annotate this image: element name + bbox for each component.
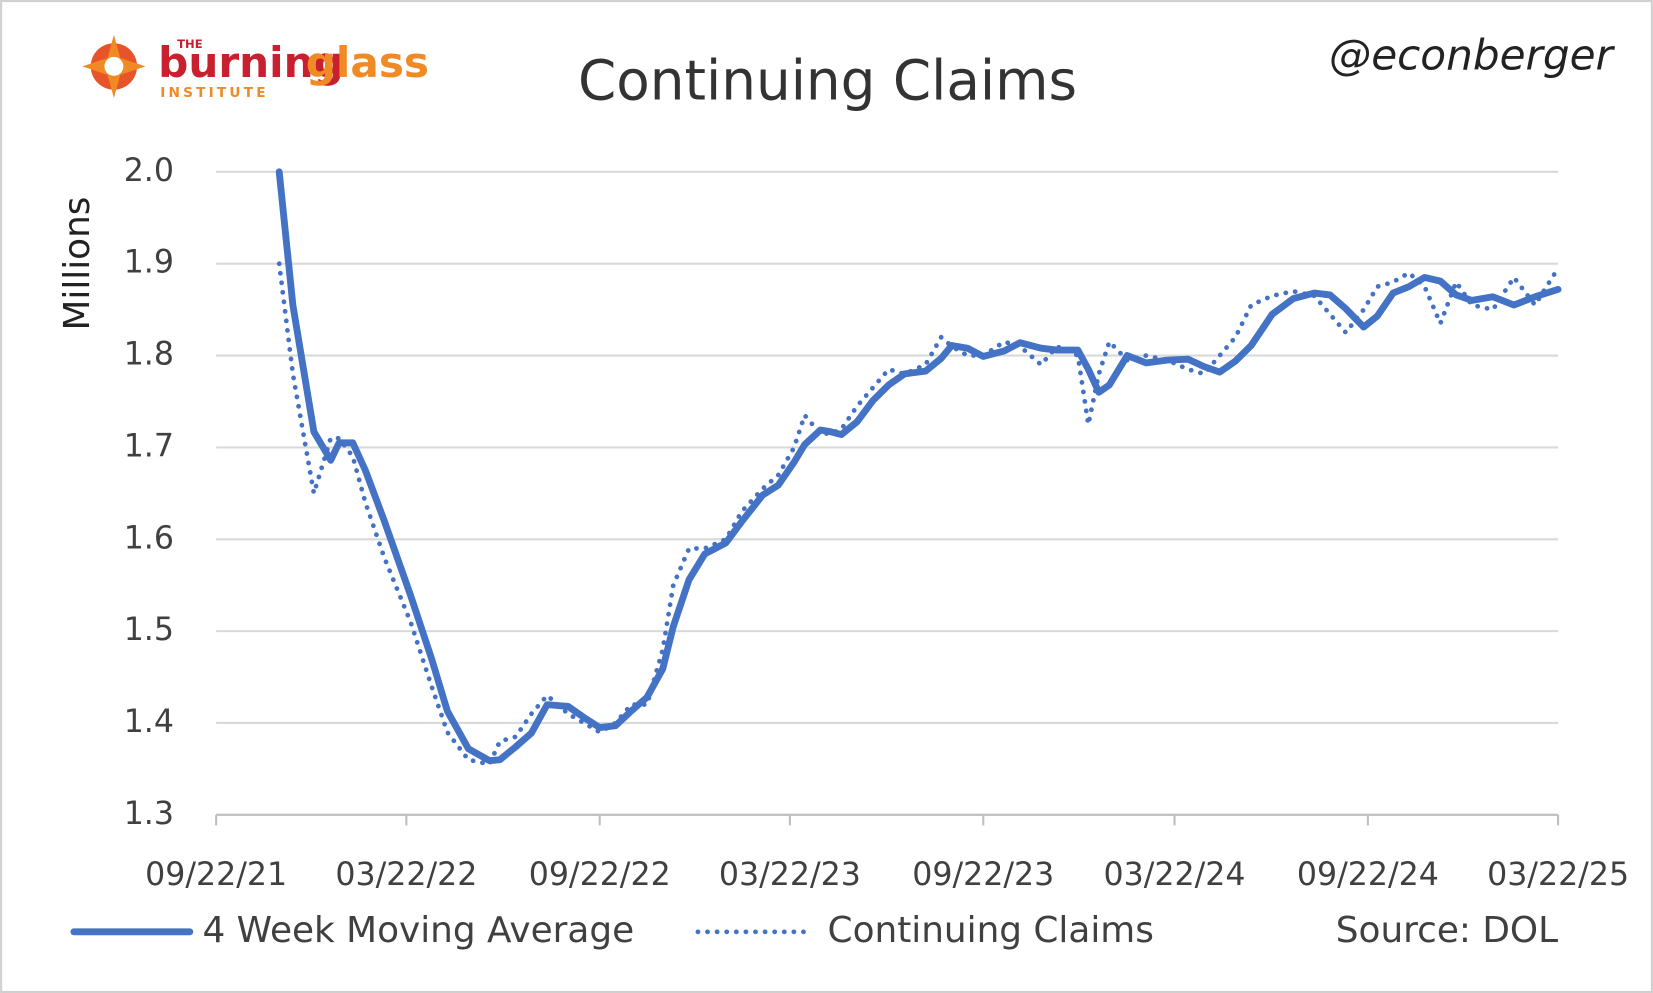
y-tick-label: 1.9 [124,245,174,281]
y-axis-label: Millions [57,197,98,331]
y-tick-label: 1.6 [124,520,174,556]
chart-title: Continuing Claims [578,48,1077,112]
y-tick-label: 1.7 [124,428,174,464]
x-tick-label: 03/22/22 [335,857,477,893]
x-tick-label: 09/22/24 [1297,857,1439,893]
logo-the: THE [177,37,203,51]
source: Source: DOL [1336,910,1558,951]
x-tick-label: 03/22/25 [1487,857,1629,893]
y-tick-label: 1.4 [124,704,174,740]
plot-area [275,168,1562,768]
series-line [276,261,1561,768]
y-tick-label: 2.0 [124,153,174,189]
logo-glass: glass [306,38,429,87]
y-tick-label: 1.3 [124,796,174,832]
logo-institute: INSTITUTE [160,85,268,101]
y-tick-label: 1.8 [124,337,174,373]
handle: @econberger [1329,30,1616,79]
logo: THE burning glass INSTITUTE [82,34,429,101]
x-tick-label: 03/22/24 [1104,857,1246,893]
legend-label: 4 Week Moving Average [202,910,634,951]
x-tick-label: 03/22/23 [719,857,861,893]
series-line [275,168,1562,765]
logo-center [104,56,124,76]
logo-burning: burning [158,38,344,87]
x-tick-label: 09/22/22 [529,857,671,893]
x-tick-label: 09/22/23 [912,857,1054,893]
y-tick-label: 1.5 [124,612,174,648]
x-tick-label: 09/22/21 [145,857,287,893]
legend-label: Continuing Claims [828,910,1154,951]
